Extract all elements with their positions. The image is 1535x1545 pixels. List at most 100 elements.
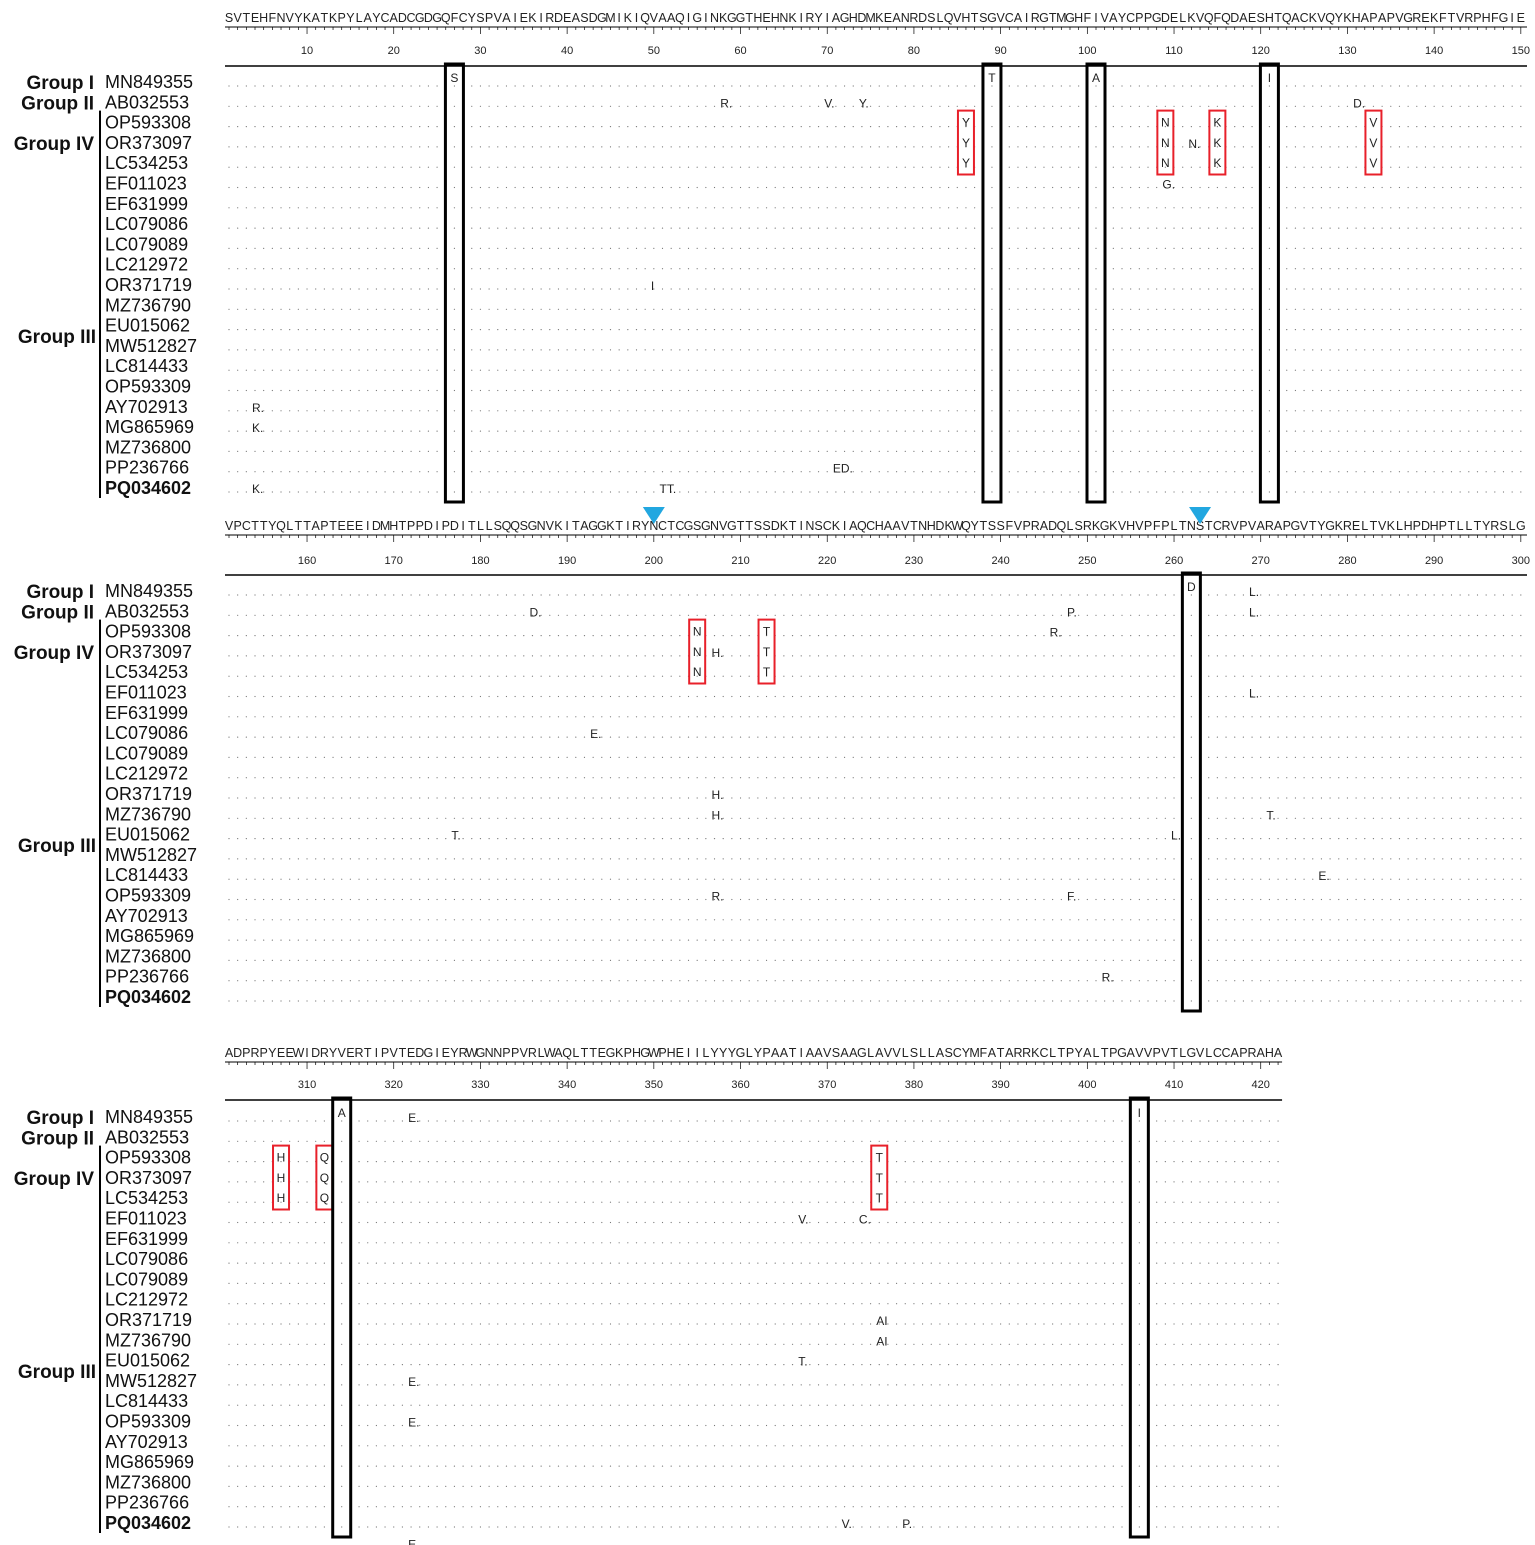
identity-dot xyxy=(245,716,247,718)
identity-dot xyxy=(271,389,273,392)
identity-dot xyxy=(531,207,534,209)
identity-dot xyxy=(904,166,906,168)
identity-dot xyxy=(1164,635,1166,637)
identity-dot xyxy=(1069,450,1071,452)
identity-dot xyxy=(1424,471,1427,473)
identity-dot xyxy=(1017,146,1019,148)
identity-dot xyxy=(349,635,351,637)
identity-dot xyxy=(384,471,386,473)
identity-dot xyxy=(800,655,802,657)
identity-dot xyxy=(1511,349,1513,351)
identity-dot xyxy=(1121,308,1123,310)
identity-dot xyxy=(774,369,776,371)
identity-dot xyxy=(1268,471,1270,473)
identity-dot xyxy=(1008,349,1010,351)
identity-dot xyxy=(315,329,317,331)
identity-dot xyxy=(315,614,317,616)
identity-dot xyxy=(1338,126,1340,128)
identity-dot xyxy=(349,450,351,452)
identity-dot xyxy=(583,594,586,596)
identity-dot xyxy=(1043,471,1045,473)
identity-dot xyxy=(1329,349,1331,351)
identity-dot xyxy=(1442,146,1444,148)
identity-dot xyxy=(791,308,794,310)
consensus-residue: I xyxy=(1094,11,1097,25)
identity-dot xyxy=(1320,105,1323,107)
identity-dot xyxy=(601,146,603,148)
accession-label: MZ736790 xyxy=(105,295,191,315)
identity-dot xyxy=(948,695,950,698)
identity-dot xyxy=(1459,410,1461,412)
identity-dot xyxy=(358,410,360,412)
highlight-residue: V xyxy=(1369,136,1377,150)
identity-dot xyxy=(1138,308,1140,310)
identity-dot xyxy=(687,207,690,209)
identity-dot xyxy=(965,308,967,310)
identity-dot xyxy=(956,105,958,107)
identity-dot xyxy=(549,614,551,616)
identity-dot xyxy=(930,695,932,698)
identity-dot xyxy=(948,268,950,270)
identity-dot xyxy=(878,329,880,331)
identity-dot xyxy=(739,329,742,331)
identity-dot xyxy=(774,105,776,107)
identity-dot xyxy=(271,308,273,310)
identity-dot xyxy=(757,430,759,432)
identity-dot xyxy=(713,430,716,432)
identity-dot xyxy=(228,227,230,229)
identity-dot xyxy=(1398,430,1401,432)
identity-dot xyxy=(228,369,230,371)
identity-dot xyxy=(228,450,230,452)
identity-dot xyxy=(1234,126,1236,128)
consensus-residue: G xyxy=(1499,11,1509,25)
identity-dot xyxy=(661,410,664,412)
identity-dot xyxy=(436,389,438,392)
identity-dot xyxy=(1407,450,1409,452)
identity-dot xyxy=(1199,268,1201,270)
identity-dot xyxy=(1216,227,1218,229)
identity-dot xyxy=(254,288,256,290)
identity-dot xyxy=(1173,491,1175,493)
identity-dot xyxy=(1511,329,1513,331)
identity-dot xyxy=(453,105,456,107)
identity-dot xyxy=(1069,227,1071,229)
ruler-tick-label: 270 xyxy=(1252,555,1270,567)
identity-dot xyxy=(505,288,508,290)
identity-dot xyxy=(531,308,534,310)
consensus-residue: V xyxy=(1300,519,1309,533)
identity-dot xyxy=(1364,389,1366,392)
consensus-residue: K xyxy=(719,11,728,25)
identity-dot xyxy=(1104,716,1106,718)
identity-dot xyxy=(523,85,525,87)
identity-dot xyxy=(1485,430,1487,432)
identity-dot xyxy=(497,186,499,189)
identity-dot xyxy=(618,410,620,412)
identity-dot xyxy=(375,410,377,412)
identity-dot xyxy=(1338,635,1340,637)
identity-dot xyxy=(1216,675,1218,677)
consensus-residue: K xyxy=(624,11,633,25)
identity-dot xyxy=(497,227,499,229)
identity-dot xyxy=(1485,655,1487,657)
identity-dot xyxy=(835,369,837,371)
identity-dot xyxy=(566,126,568,128)
consensus-residue: N xyxy=(805,519,814,533)
identity-dot xyxy=(670,329,672,331)
identity-dot xyxy=(349,308,351,310)
identity-dot xyxy=(939,695,941,698)
identity-dot xyxy=(1251,491,1253,493)
identity-dot xyxy=(332,369,334,371)
identity-dot xyxy=(228,186,230,189)
consensus-residue: I xyxy=(799,11,802,25)
identity-dot xyxy=(826,126,828,128)
consensus-residue: D xyxy=(589,11,598,25)
identity-dot xyxy=(1156,614,1158,616)
identity-dot xyxy=(948,247,950,249)
identity-dot xyxy=(323,369,325,371)
identity-dot xyxy=(306,736,308,738)
consensus-residue: H xyxy=(753,11,762,25)
identity-dot xyxy=(1381,105,1383,107)
identity-dot xyxy=(826,308,828,310)
identity-dot xyxy=(323,389,325,392)
identity-dot xyxy=(609,227,612,229)
